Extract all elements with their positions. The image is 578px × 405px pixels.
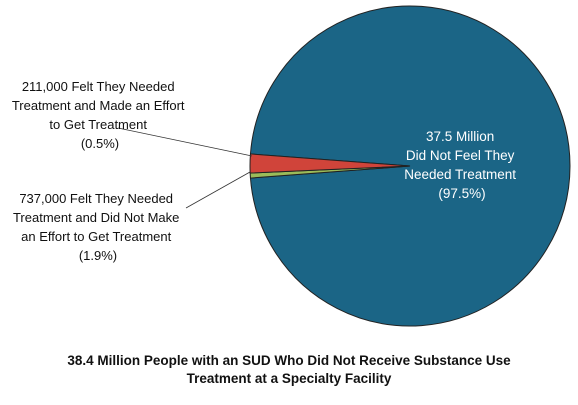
slice-label-1-line-3: (0.5%) bbox=[81, 136, 119, 151]
slice-label-2-line-0: 737,000 Felt They Needed bbox=[19, 191, 173, 206]
caption-line-0: 38.4 Million People with an SUD Who Did … bbox=[67, 353, 511, 368]
slice-label-2-line-1: Treatment and Did Not Make bbox=[13, 210, 179, 225]
pie-slice-2 bbox=[249, 153, 411, 174]
slice-label-0-line-3: (97.5%) bbox=[438, 186, 485, 201]
slice-label-0-line-1: Did Not Feel They bbox=[406, 148, 515, 163]
slice-label-1-line-1: Treatment and Made an Effort bbox=[12, 98, 185, 113]
pie-slices bbox=[249, 5, 571, 327]
slice-label-0-line-2: Needed Treatment bbox=[404, 167, 516, 182]
pie-slice-0 bbox=[249, 5, 571, 327]
slice-label-2-line-3: (1.9%) bbox=[79, 248, 117, 263]
slice-label-0-line-0: 37.5 Million bbox=[426, 129, 494, 144]
caption-line-1: Treatment at a Specialty Facility bbox=[186, 371, 392, 386]
chart-caption: 38.4 Million People with an SUD Who Did … bbox=[0, 352, 578, 388]
leader-line-slice-2 bbox=[185, 171, 251, 209]
slice-label-2-line-2: an Effort to Get Treatment bbox=[21, 229, 171, 244]
slice-label-2: 737,000 Felt They Needed Treatment and D… bbox=[13, 191, 183, 263]
slice-label-1-line-2: to Get Treatment bbox=[49, 117, 147, 132]
slice-label-1: 211,000 Felt They Needed Treatment and M… bbox=[12, 79, 188, 151]
slice-label-0: 37.5 Million Did Not Feel They Needed Tr… bbox=[404, 129, 520, 201]
slice-label-1-line-0: 211,000 Felt They Needed bbox=[22, 79, 175, 94]
leader-line-slice-1 bbox=[117, 127, 253, 157]
